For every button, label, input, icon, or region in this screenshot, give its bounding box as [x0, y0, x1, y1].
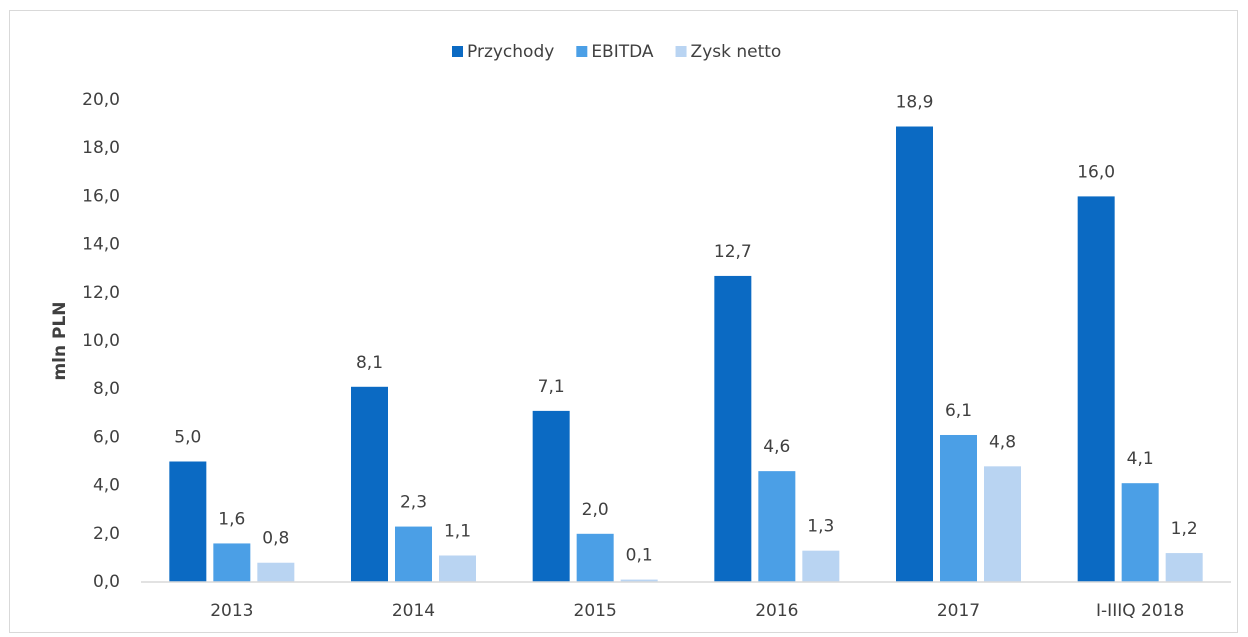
bar	[213, 543, 251, 582]
data-label: 0,1	[626, 546, 653, 566]
data-label: 0,8	[262, 529, 289, 549]
data-label: 1,3	[807, 517, 834, 537]
x-tick-label: 2013	[210, 601, 253, 621]
y-tick-label: 16,0	[82, 186, 120, 206]
bar	[984, 466, 1021, 582]
x-tick-label: 2014	[392, 601, 435, 621]
y-tick-label: 10,0	[82, 331, 120, 351]
bar	[758, 471, 796, 582]
legend-swatch	[576, 46, 588, 57]
bar	[169, 461, 207, 582]
bar	[1165, 553, 1203, 582]
data-label: 5,0	[174, 428, 201, 448]
y-tick-label: 12,0	[82, 283, 120, 303]
data-label: 4,1	[1127, 449, 1154, 469]
data-label: 4,6	[763, 437, 790, 457]
chart-border	[9, 10, 1238, 633]
data-label: 1,2	[1171, 519, 1198, 539]
bar	[802, 550, 840, 582]
bar	[714, 275, 752, 582]
y-tick-label: 4,0	[93, 476, 120, 496]
data-label: 12,7	[714, 242, 752, 262]
bar	[1121, 483, 1159, 582]
legend-swatch	[675, 46, 687, 57]
x-tick-label: 2016	[755, 601, 798, 621]
data-label: 1,1	[444, 521, 471, 541]
bar	[576, 533, 614, 582]
x-tick-label: I-IIIQ 2018	[1096, 601, 1184, 621]
x-tick-label: 2017	[937, 601, 980, 621]
y-tick-label: 6,0	[93, 427, 120, 447]
data-label: 2,3	[400, 493, 427, 513]
bar	[896, 126, 933, 582]
bar	[940, 434, 977, 582]
bar	[439, 555, 476, 582]
legend-swatch	[452, 46, 463, 57]
data-label: 7,1	[538, 377, 565, 397]
bar	[532, 410, 570, 582]
y-axis-title: mln PLN	[50, 301, 70, 380]
legend-label: Zysk netto	[691, 42, 782, 62]
data-label: 8,1	[356, 353, 383, 373]
y-tick-label: 2,0	[93, 524, 120, 544]
y-tick-label: 18,0	[82, 138, 120, 158]
bar	[1077, 196, 1115, 582]
legend-label: Przychody	[467, 42, 554, 62]
bar	[257, 562, 295, 582]
data-label: 2,0	[582, 500, 609, 520]
data-label: 18,9	[896, 93, 934, 113]
x-tick-label: 2015	[574, 601, 617, 621]
bar	[395, 526, 432, 582]
y-tick-label: 0,0	[93, 572, 120, 592]
data-label: 1,6	[218, 509, 245, 529]
data-label: 6,1	[945, 401, 972, 421]
y-tick-label: 20,0	[82, 90, 120, 110]
bar	[351, 386, 388, 582]
y-tick-label: 14,0	[82, 235, 120, 255]
y-tick-label: 8,0	[93, 379, 120, 399]
data-label: 4,8	[989, 432, 1016, 452]
legend-label: EBITDA	[591, 42, 654, 62]
bar	[620, 579, 658, 582]
data-label: 16,0	[1077, 162, 1115, 182]
